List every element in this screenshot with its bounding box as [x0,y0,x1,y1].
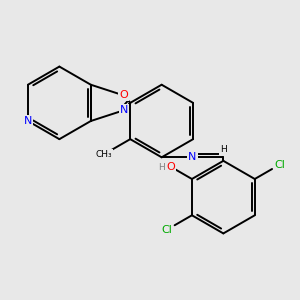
Text: N: N [24,116,32,126]
Text: Cl: Cl [161,225,172,235]
Text: O: O [167,162,176,172]
Text: N: N [188,152,197,162]
Text: CH₃: CH₃ [95,150,112,159]
Text: O: O [119,90,128,100]
Text: N: N [119,105,128,116]
Text: Cl: Cl [274,160,285,170]
Text: H: H [158,163,165,172]
Text: H: H [220,145,227,154]
